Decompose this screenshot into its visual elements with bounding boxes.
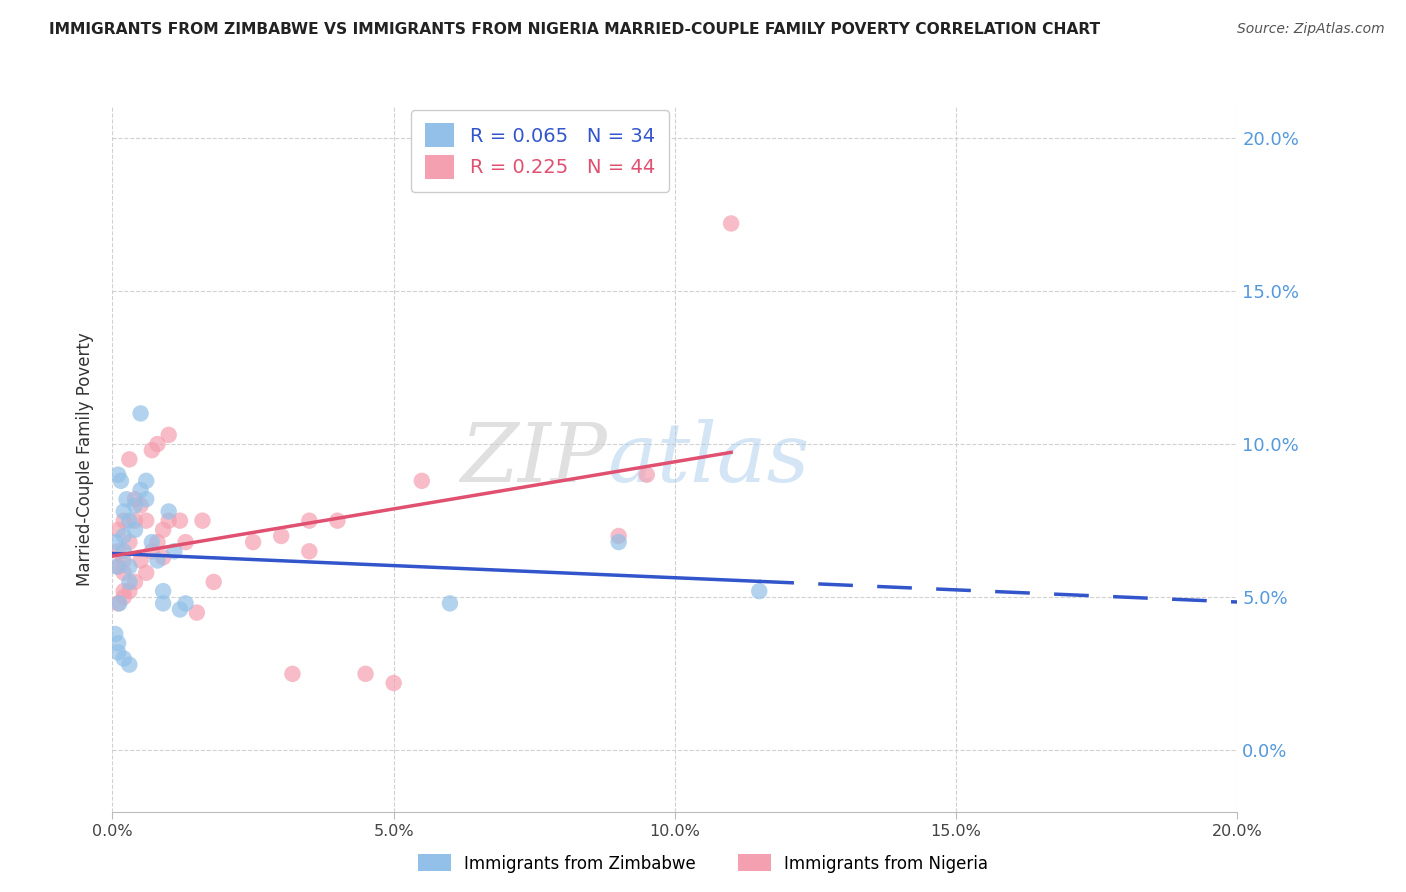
Text: ZIP: ZIP [461,419,607,500]
Legend: R = 0.065   N = 34, R = 0.225   N = 44: R = 0.065 N = 34, R = 0.225 N = 44 [412,110,668,192]
Text: atlas: atlas [607,419,810,500]
Point [242,535,264,549]
Point [112,584,135,599]
Point [607,529,630,543]
Point [112,504,135,518]
Point [152,584,174,599]
Point [141,535,163,549]
Point [748,584,770,599]
Point [270,529,292,543]
Point [186,606,208,620]
Point [174,535,197,549]
Point [107,636,129,650]
Y-axis label: Married-Couple Family Poverty: Married-Couple Family Poverty [76,333,94,586]
Point [135,514,157,528]
Point [107,523,129,537]
Point [152,596,174,610]
Legend: Immigrants from Zimbabwe, Immigrants from Nigeria: Immigrants from Zimbabwe, Immigrants fro… [411,847,995,880]
Point [298,544,321,558]
Point [107,645,129,659]
Point [326,514,349,528]
Point [107,544,129,558]
Point [163,544,186,558]
Point [107,559,129,574]
Point [118,574,141,589]
Point [105,559,128,574]
Point [152,523,174,537]
Point [174,596,197,610]
Point [135,492,157,507]
Point [141,544,163,558]
Point [107,596,129,610]
Point [112,553,135,567]
Point [115,492,138,507]
Point [157,428,180,442]
Point [124,514,146,528]
Point [720,217,742,231]
Point [118,657,141,672]
Point [146,437,169,451]
Point [141,443,163,458]
Point [146,553,169,567]
Point [104,627,127,641]
Text: IMMIGRANTS FROM ZIMBABWE VS IMMIGRANTS FROM NIGERIA MARRIED-COUPLE FAMILY POVERT: IMMIGRANTS FROM ZIMBABWE VS IMMIGRANTS F… [49,22,1101,37]
Point [169,602,191,616]
Point [118,514,141,528]
Text: Source: ZipAtlas.com: Source: ZipAtlas.com [1237,22,1385,37]
Point [112,514,135,528]
Point [112,529,135,543]
Point [124,499,146,513]
Point [112,544,135,558]
Point [112,566,135,580]
Point [135,474,157,488]
Point [124,492,146,507]
Point [157,504,180,518]
Point [411,474,433,488]
Point [112,651,135,665]
Point [157,514,180,528]
Point [124,523,146,537]
Point [129,406,152,420]
Point [118,559,141,574]
Point [636,467,658,482]
Point [108,596,131,610]
Point [135,566,157,580]
Point [169,514,191,528]
Point [104,535,127,549]
Point [107,467,129,482]
Point [202,574,225,589]
Point [129,553,152,567]
Point [118,535,141,549]
Point [110,474,132,488]
Point [112,591,135,605]
Point [191,514,214,528]
Point [281,666,304,681]
Point [118,584,141,599]
Point [354,666,377,681]
Point [129,483,152,497]
Point [439,596,461,610]
Point [118,452,141,467]
Point [146,535,169,549]
Point [129,499,152,513]
Point [382,676,405,690]
Point [124,574,146,589]
Point [152,550,174,565]
Point [607,535,630,549]
Point [298,514,321,528]
